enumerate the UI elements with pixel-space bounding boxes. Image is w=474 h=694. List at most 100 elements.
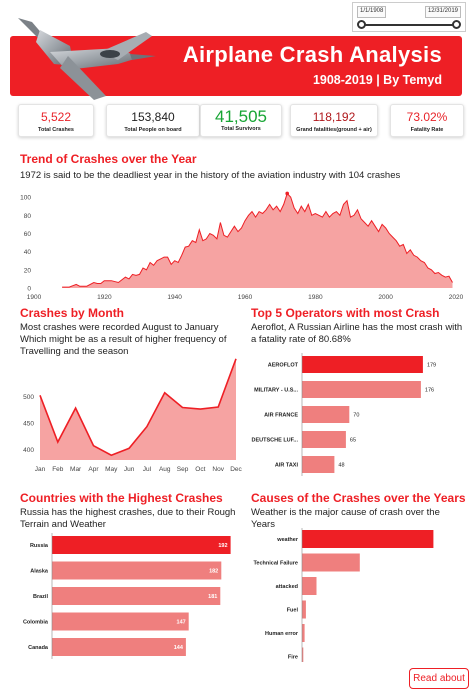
countries-category-label: Russia (30, 543, 49, 549)
trend-y-tick: 80 (24, 213, 32, 220)
trend-y-tick: 40 (24, 249, 32, 256)
causes-category-label: attacked (276, 584, 298, 590)
causes-category-label: Human error (265, 631, 299, 637)
countries-category-label: Canada (28, 645, 49, 651)
countries-value-label: 181 (208, 594, 217, 600)
trend-x-tick: 2020 (449, 294, 464, 301)
date-range-slicer[interactable]: 1/1/1908 12/31/2019 (352, 2, 466, 32)
causes-description: Weather is the major cause of crash over… (251, 507, 440, 530)
kpi-total-crashes: 5,522 Total Crashes (18, 104, 94, 137)
trend-x-tick: 1920 (97, 294, 112, 301)
kpi-value: 5,522 (40, 110, 72, 124)
trend-area-chart[interactable]: 0 20 40 60 80 100 1900 1920 1940 1960 1980 2000 2020 (14, 184, 464, 302)
countries-bar-chart[interactable]: Russia 192 Alaska 182 Brazil 181 Colombia 147 Ca… (14, 530, 246, 662)
kpi-value: 41,505 (215, 107, 267, 126)
slicer-track[interactable] (361, 24, 459, 26)
operators-bar (302, 456, 335, 473)
operators-bar (302, 381, 421, 398)
kpi-fatality-rate: 73.02% Fatality Rate (390, 104, 464, 137)
causes-bar (302, 577, 317, 595)
month-x-tick: Jul (143, 466, 152, 473)
causes-bar (302, 600, 306, 619)
month-x-tick: Nov (212, 466, 224, 473)
countries-value-label: 144 (174, 645, 184, 651)
month-area (40, 358, 236, 460)
kpi-label: Total Survivors (221, 126, 261, 132)
causes-bar (302, 624, 305, 642)
kpi-value: 153,840 (131, 110, 175, 124)
operators-bar (302, 406, 350, 423)
trend-title: Trend of Crashes over the Year (20, 152, 197, 166)
causes-bar (302, 647, 304, 662)
operators-value-label: 179 (427, 363, 436, 369)
read-about-button[interactable]: Read about (409, 668, 469, 689)
slicer-end-handle[interactable] (452, 20, 461, 29)
trend-x-tick: 2000 (378, 294, 393, 301)
trend-x-tick: 1900 (27, 294, 42, 301)
kpi-label: Grand fatalities(ground + air) (296, 127, 372, 133)
month-x-tick: May (105, 466, 118, 473)
month-y-tick: 400 (23, 447, 34, 454)
countries-bar (52, 612, 189, 631)
operators-category-label: AEROFLOT (268, 363, 299, 369)
trend-description: 1972 is said to be the deadliest year in… (20, 170, 401, 181)
operators-bar (302, 431, 346, 448)
month-x-tick: Dec (230, 466, 242, 473)
trend-line (62, 192, 453, 288)
operators-category-label: MILITARY - U.S... (254, 388, 298, 394)
kpi-grand-fatalities: 118,192 Grand fatalities(ground + air) (290, 104, 378, 137)
countries-category-label: Brazil (33, 594, 48, 600)
trend-area (62, 193, 453, 288)
month-line (39, 358, 237, 457)
countries-value-label: 147 (177, 620, 186, 626)
causes-bar (302, 553, 360, 572)
trend-x-tick: 1960 (238, 294, 253, 301)
month-y-tick: 500 (23, 394, 34, 401)
kpi-label: Total People on board (124, 127, 182, 133)
countries-title: Countries with the Highest Crashes (20, 491, 223, 505)
trend-peak-point (285, 191, 290, 196)
month-x-tick: Jun (124, 466, 135, 473)
operators-value-label: 65 (350, 438, 356, 444)
slicer-dates: 1/1/1908 12/31/2019 (357, 6, 461, 18)
month-x-tick: Jan (35, 466, 46, 473)
kpi-row: 5,522 Total Crashes 153,840 Total People… (18, 104, 466, 138)
causes-category-label: Technical Failure (253, 561, 298, 567)
operators-description: Aeroflot, A Russian Airline has the most… (251, 322, 463, 345)
trend-x-tick: 1940 (167, 294, 182, 301)
page-subtitle: 1908-2019 | By Temyd (312, 73, 442, 87)
month-area-chart[interactable]: 400 450 500 Jan Feb Mar Apr May Jun Jul Aug Sep Oct N… (14, 350, 246, 478)
countries-category-label: Colombia (23, 620, 49, 626)
slicer-end-date[interactable]: 12/31/2019 (424, 6, 461, 18)
month-y-tick: 450 (23, 420, 34, 427)
month-x-tick: Mar (70, 466, 82, 473)
trend-y-tick: 20 (24, 267, 32, 274)
countries-description: Russia has the highest crashes, due to t… (20, 507, 236, 530)
trend-y-tick: 60 (24, 231, 32, 238)
kpi-people-on-board: 153,840 Total People on board (106, 104, 200, 137)
slicer-start-date[interactable]: 1/1/1908 (357, 6, 387, 18)
month-x-tick: Feb (52, 466, 64, 473)
causes-category-label: weather (276, 537, 299, 543)
kpi-label: Fatality Rate (410, 127, 444, 133)
month-x-tick: Apr (88, 466, 99, 473)
operators-value-label: 176 (425, 388, 434, 394)
operators-category-label: AIR TAXI (275, 463, 299, 469)
countries-value-label: 192 (218, 543, 227, 549)
operators-bar (302, 356, 423, 373)
operators-category-label: AIR FRANCE (264, 413, 298, 419)
month-title: Crashes by Month (20, 306, 125, 320)
causes-title: Causes of the Crashes over the Years (251, 491, 466, 505)
month-description: Most crashes were recorded August to Jan… (20, 322, 227, 357)
page-title: Airplane Crash Analysis (182, 42, 442, 67)
operators-bar-chart[interactable]: AEROFLOT 179 MILITARY - U.S... 176 AIR FRANC… (250, 350, 464, 478)
causes-bar-chart[interactable]: weather Technical Failure attacked Fuel Huma… (250, 528, 464, 662)
trend-y-tick: 100 (20, 195, 31, 202)
countries-bar (52, 638, 186, 656)
kpi-total-survivors: 41,505 Total Survivors (200, 104, 282, 137)
month-x-tick: Sep (177, 466, 189, 473)
causes-category-label: Fuel (287, 608, 299, 614)
causes-category-label: Fire (288, 655, 298, 661)
countries-bar (52, 536, 231, 554)
slicer-start-handle[interactable] (357, 20, 366, 29)
